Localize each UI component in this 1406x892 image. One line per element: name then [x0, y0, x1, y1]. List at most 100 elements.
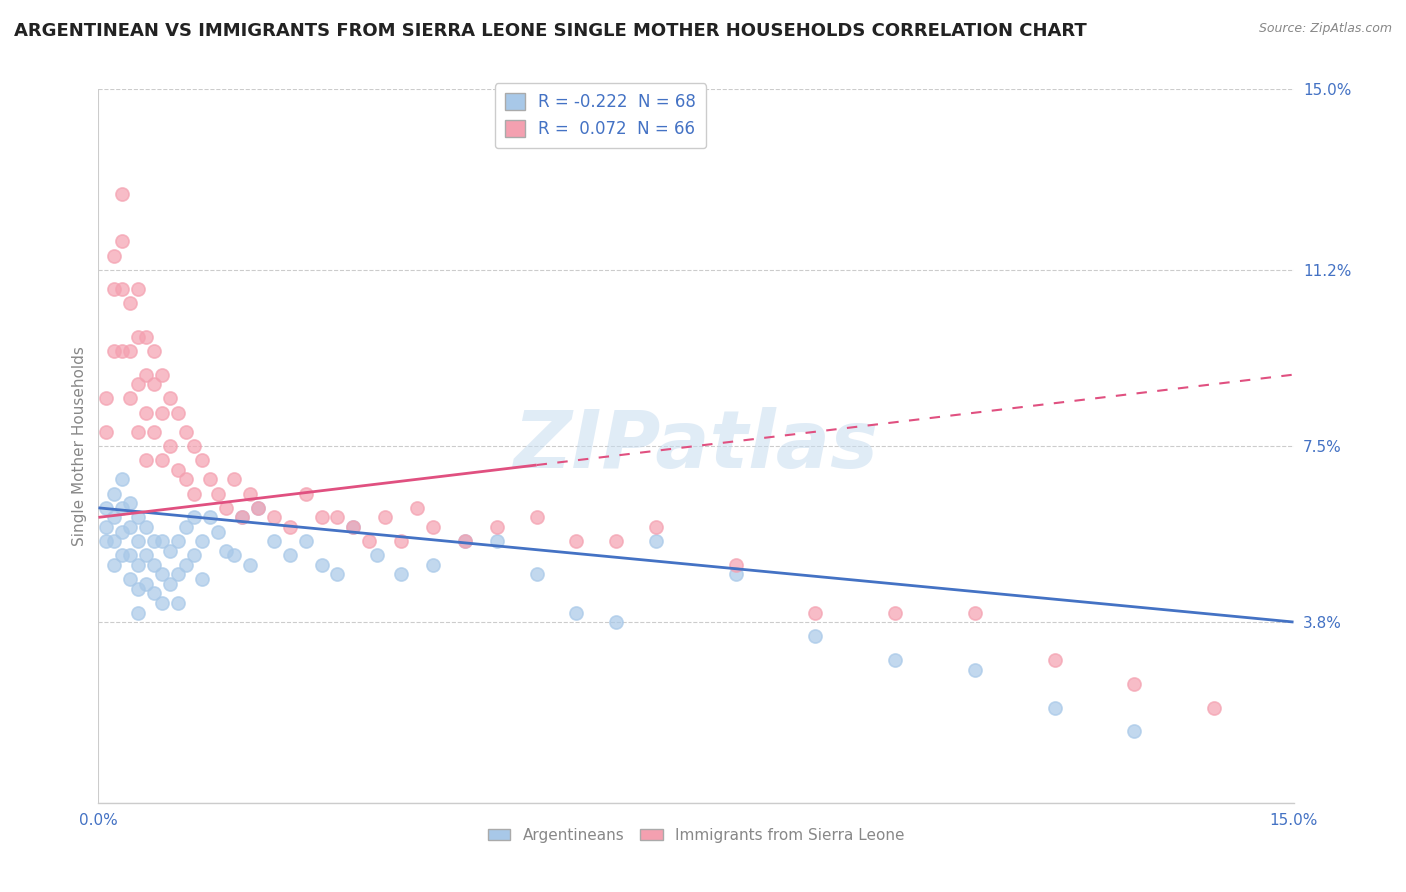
- Point: [198, 472, 221, 486]
- Point: [263, 510, 285, 524]
- Point: [135, 406, 157, 420]
- Point: [1202, 700, 1225, 714]
- Point: [804, 629, 827, 643]
- Point: [120, 572, 142, 586]
- Point: [143, 534, 166, 549]
- Point: [103, 249, 125, 263]
- Point: [174, 520, 197, 534]
- Point: [1043, 653, 1066, 667]
- Point: [263, 534, 285, 549]
- Point: [96, 500, 118, 515]
- Point: [191, 534, 214, 549]
- Point: [103, 558, 125, 572]
- Point: [485, 520, 508, 534]
- Point: [239, 558, 262, 572]
- Point: [127, 534, 149, 549]
- Point: [159, 392, 181, 406]
- Point: [135, 453, 157, 467]
- Point: [150, 596, 173, 610]
- Point: [127, 377, 149, 392]
- Point: [150, 534, 173, 549]
- Point: [222, 549, 245, 563]
- Text: ZIPatlas: ZIPatlas: [513, 407, 879, 485]
- Point: [359, 534, 381, 549]
- Point: [143, 377, 166, 392]
- Point: [278, 549, 301, 563]
- Point: [135, 329, 157, 343]
- Point: [724, 558, 747, 572]
- Point: [565, 606, 588, 620]
- Point: [120, 520, 142, 534]
- Text: Source: ZipAtlas.com: Source: ZipAtlas.com: [1258, 22, 1392, 36]
- Point: [485, 534, 508, 549]
- Point: [645, 534, 668, 549]
- Point: [103, 486, 125, 500]
- Point: [96, 520, 118, 534]
- Y-axis label: Single Mother Households: Single Mother Households: [72, 346, 87, 546]
- Point: [326, 567, 349, 582]
- Point: [135, 577, 157, 591]
- Point: [963, 663, 986, 677]
- Point: [167, 596, 190, 610]
- Point: [96, 534, 118, 549]
- Point: [159, 577, 181, 591]
- Point: [96, 425, 118, 439]
- Point: [278, 520, 301, 534]
- Point: [374, 510, 396, 524]
- Point: [526, 510, 548, 524]
- Point: [111, 235, 134, 249]
- Point: [1123, 724, 1146, 739]
- Point: [103, 534, 125, 549]
- Point: [1123, 677, 1146, 691]
- Legend: Argentineans, Immigrants from Sierra Leone: Argentineans, Immigrants from Sierra Leo…: [481, 822, 911, 848]
- Point: [150, 453, 173, 467]
- Point: [183, 549, 205, 563]
- Point: [167, 463, 190, 477]
- Point: [127, 425, 149, 439]
- Point: [884, 653, 907, 667]
- Point: [366, 549, 388, 563]
- Point: [605, 534, 627, 549]
- Point: [111, 549, 134, 563]
- Point: [231, 510, 253, 524]
- Point: [454, 534, 477, 549]
- Point: [207, 524, 229, 539]
- Point: [342, 520, 364, 534]
- Point: [111, 472, 134, 486]
- Point: [127, 282, 149, 296]
- Point: [111, 343, 134, 358]
- Point: [645, 520, 668, 534]
- Point: [167, 567, 190, 582]
- Point: [127, 606, 149, 620]
- Point: [231, 510, 253, 524]
- Point: [215, 500, 238, 515]
- Point: [174, 558, 197, 572]
- Point: [884, 606, 907, 620]
- Point: [127, 329, 149, 343]
- Point: [406, 500, 429, 515]
- Text: ARGENTINEAN VS IMMIGRANTS FROM SIERRA LEONE SINGLE MOTHER HOUSEHOLDS CORRELATION: ARGENTINEAN VS IMMIGRANTS FROM SIERRA LE…: [14, 22, 1087, 40]
- Point: [127, 510, 149, 524]
- Point: [294, 534, 316, 549]
- Point: [127, 582, 149, 596]
- Point: [422, 558, 444, 572]
- Point: [191, 453, 214, 467]
- Point: [804, 606, 827, 620]
- Point: [127, 558, 149, 572]
- Point: [246, 500, 269, 515]
- Point: [167, 406, 190, 420]
- Point: [120, 343, 142, 358]
- Point: [183, 510, 205, 524]
- Point: [111, 282, 134, 296]
- Point: [103, 343, 125, 358]
- Point: [159, 439, 181, 453]
- Point: [389, 534, 412, 549]
- Point: [143, 343, 166, 358]
- Point: [222, 472, 245, 486]
- Point: [326, 510, 349, 524]
- Point: [111, 500, 134, 515]
- Point: [605, 615, 627, 629]
- Point: [120, 549, 142, 563]
- Point: [174, 472, 197, 486]
- Point: [215, 543, 238, 558]
